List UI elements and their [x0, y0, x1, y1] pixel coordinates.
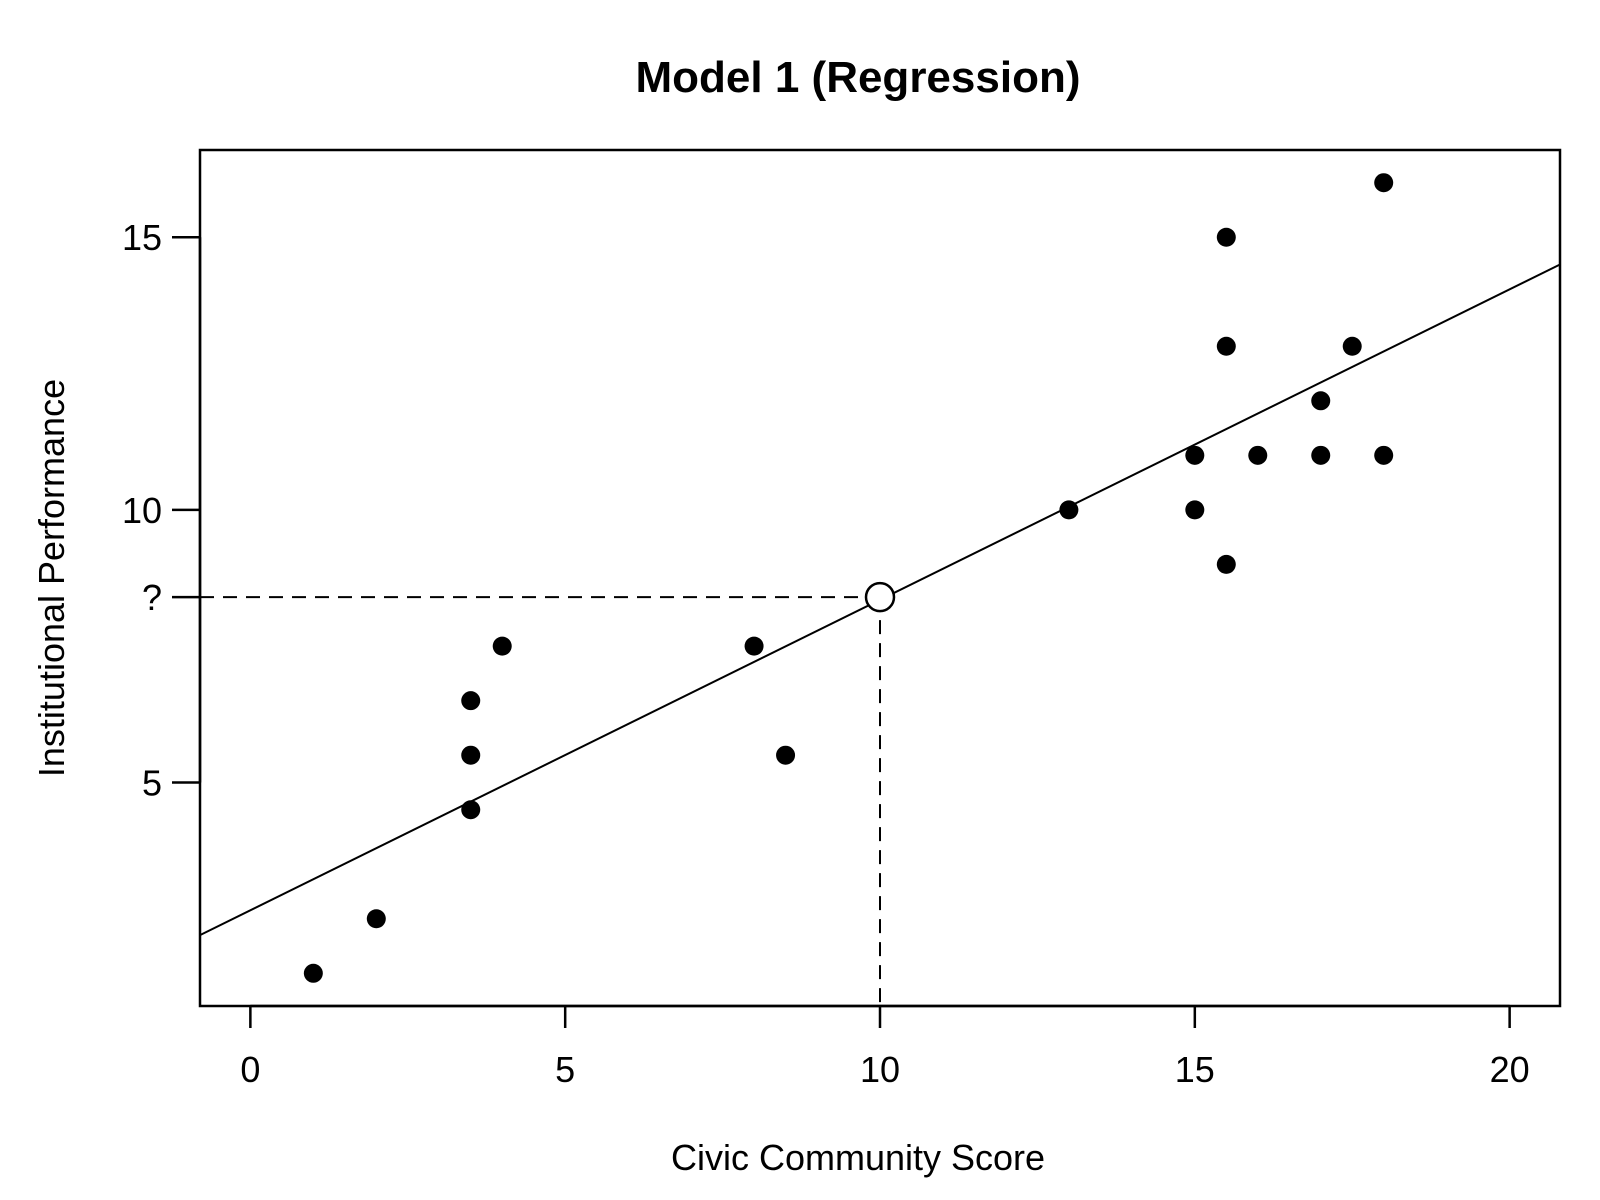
prediction-guides — [200, 596, 881, 1006]
data-point — [776, 745, 796, 765]
y-tick-label: 5 — [142, 762, 162, 803]
x-axis: 0 5 10 15 20 — [240, 1004, 1530, 1090]
data-point — [1216, 554, 1236, 574]
data-point — [1311, 391, 1331, 411]
data-point — [1216, 227, 1236, 247]
data-point — [744, 636, 764, 656]
data-point — [366, 909, 386, 929]
y-tick-label: ? — [142, 577, 162, 618]
data-point — [1311, 445, 1331, 465]
data-points — [303, 173, 1394, 983]
y-axis: 5? 10 15 — [122, 217, 202, 803]
data-point — [1059, 500, 1079, 520]
chart-title: Model 1 (Regression) — [636, 53, 1081, 102]
data-point — [461, 800, 481, 820]
y-axis-label: Institutional Performance — [31, 379, 72, 777]
data-point — [1374, 445, 1394, 465]
data-point — [1374, 173, 1394, 193]
x-tick-label: 5 — [555, 1049, 575, 1090]
data-point — [303, 963, 323, 983]
data-point — [1342, 336, 1362, 356]
x-tick-label: 0 — [240, 1049, 260, 1090]
y-tick-label: 15 — [122, 217, 162, 258]
x-tick-label: 20 — [1490, 1049, 1530, 1090]
data-point — [1185, 500, 1205, 520]
y-tick-label: 10 — [122, 490, 162, 531]
data-point — [461, 691, 481, 711]
x-axis-label: Civic Community Score — [671, 1137, 1045, 1178]
x-tick-label: 15 — [1175, 1049, 1215, 1090]
x-tick-label: 10 — [860, 1049, 900, 1090]
data-point — [492, 636, 512, 656]
data-point — [1216, 336, 1236, 356]
data-point — [1185, 445, 1205, 465]
prediction-point — [864, 581, 896, 613]
data-point — [1248, 445, 1268, 465]
data-point — [461, 745, 481, 765]
